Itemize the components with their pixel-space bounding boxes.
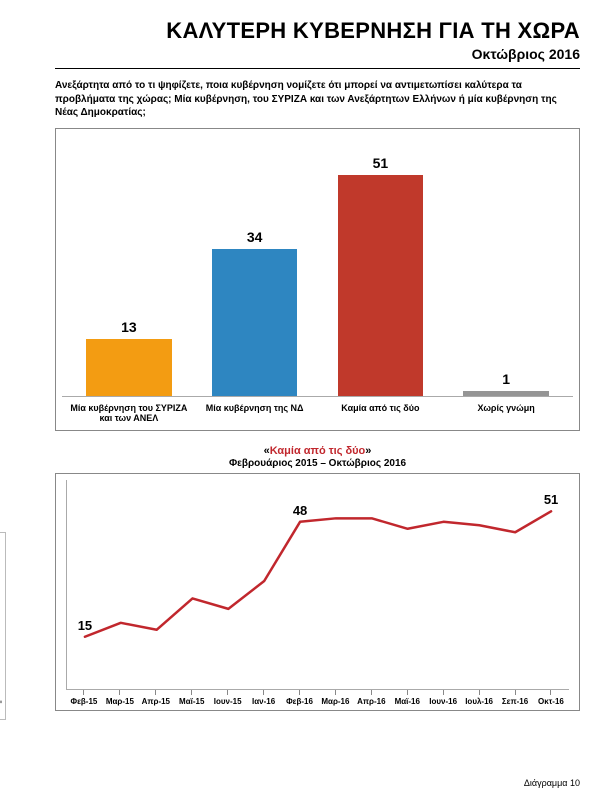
- page-subtitle: Οκτώβριος 2016: [55, 46, 580, 62]
- x-tick-label: Μαρ-16: [317, 697, 353, 706]
- x-tick-mark: [515, 690, 516, 695]
- x-tick-label: Οκτ-16: [533, 697, 569, 706]
- line-title-red: Καμία από τις δύο: [270, 445, 366, 457]
- x-tick-mark: [191, 690, 192, 695]
- line-chart-container: 15 48 51 Φεβ-15Μαρ-15Απρ-15Μαϊ-15Ιουν-15Ια…: [55, 473, 580, 711]
- bar-value-label: 13: [121, 319, 137, 335]
- x-tick-mark: [119, 690, 120, 695]
- bar-chart-plot: 13 34 51 1: [62, 137, 573, 397]
- x-tick-mark: [371, 690, 372, 695]
- x-tick: Οκτ-16: [533, 690, 569, 706]
- x-tick-mark: [227, 690, 228, 695]
- x-tick-mark: [479, 690, 480, 695]
- x-tick-mark: [335, 690, 336, 695]
- x-tick-label: Φεβ-16: [282, 697, 318, 706]
- x-tick-label: Μαϊ-15: [174, 697, 210, 706]
- x-tick: Μαϊ-15: [174, 690, 210, 706]
- x-tick-label: Απρ-15: [138, 697, 174, 706]
- x-tick: Ιαν-16: [246, 690, 282, 706]
- line-path: [85, 511, 551, 636]
- bar-value-label: 51: [373, 155, 389, 171]
- x-tick-label: Μαρ-15: [102, 697, 138, 706]
- x-tick-label: Απρ-16: [353, 697, 389, 706]
- x-tick: Ιουν-16: [425, 690, 461, 706]
- line-title-suffix: »: [365, 445, 371, 457]
- x-tick-label: Φεβ-15: [66, 697, 102, 706]
- bar-rect: [338, 175, 424, 395]
- x-tick-label: Ιουν-16: [425, 697, 461, 706]
- x-tick-mark: [263, 690, 264, 695]
- line-chart-title: «Καμία από τις δύο»: [55, 445, 580, 457]
- bar-category-label: Μία κυβέρνηση του ΣΥΡΙΖΑ και των ΑΝΕΛ: [66, 403, 192, 425]
- x-tick: Σεπ-16: [497, 690, 533, 706]
- line-chart-xticks: Φεβ-15Μαρ-15Απρ-15Μαϊ-15Ιουν-15Ιαν-16Φεβ…: [66, 690, 569, 706]
- page-title: ΚΑΛΥΤΕΡΗ ΚΥΒΕΡΝΗΣΗ ΓΙΑ ΤΗ ΧΩΡΑ: [55, 18, 580, 44]
- x-tick-mark: [550, 690, 551, 695]
- x-tick-mark: [299, 690, 300, 695]
- bar-rect: [212, 249, 298, 396]
- x-tick: Μαϊ-16: [389, 690, 425, 706]
- x-tick-label: Μαϊ-16: [389, 697, 425, 706]
- line-value-label: 48: [293, 503, 307, 518]
- bar-category-label: Χωρίς γνώμη: [443, 403, 569, 425]
- x-tick-mark: [407, 690, 408, 695]
- x-tick-label: Ιαν-16: [246, 697, 282, 706]
- bar-rect: [463, 391, 549, 395]
- x-tick: Ιουλ-16: [461, 690, 497, 706]
- x-tick-mark: [83, 690, 84, 695]
- bar-column: 13: [66, 137, 192, 396]
- bar-rect: [86, 339, 172, 395]
- x-tick-label: Σεπ-16: [497, 697, 533, 706]
- line-value-label: 51: [544, 492, 558, 507]
- x-tick: Φεβ-15: [66, 690, 102, 706]
- line-chart-subtitle: Φεβρουάριος 2015 – Οκτώβριος 2016: [55, 458, 580, 469]
- x-tick: Απρ-16: [353, 690, 389, 706]
- x-tick: Μαρ-15: [102, 690, 138, 706]
- bar-value-label: 34: [247, 229, 263, 245]
- x-tick: Απρ-15: [138, 690, 174, 706]
- bar-column: 1: [443, 137, 569, 396]
- x-tick: Φεβ-16: [282, 690, 318, 706]
- brand-logo: public issue: [0, 532, 6, 720]
- survey-question: Ανεξάρτητα από το τι ψηφίζετε, ποια κυβέ…: [55, 79, 580, 120]
- bar-chart-labels: Μία κυβέρνηση του ΣΥΡΙΖΑ και των ΑΝΕΛΜία…: [62, 397, 573, 427]
- bar-column: 51: [318, 137, 444, 396]
- divider: [55, 68, 580, 69]
- bar-column: 34: [192, 137, 318, 396]
- line-svg: [67, 480, 569, 689]
- x-tick-label: Ιουν-15: [210, 697, 246, 706]
- bar-chart-container: 13 34 51 1 Μία κυβέρνηση του ΣΥΡΙΖΑ και των…: [55, 128, 580, 432]
- bar-category-label: Καμία από τις δύο: [318, 403, 444, 425]
- x-tick: Μαρ-16: [317, 690, 353, 706]
- x-tick-label: Ιουλ-16: [461, 697, 497, 706]
- line-chart-plot: 15 48 51: [66, 480, 569, 690]
- x-tick-mark: [155, 690, 156, 695]
- page-footer: Διάγραμμα 10: [524, 778, 580, 788]
- bar-category-label: Μία κυβέρνηση της ΝΔ: [192, 403, 318, 425]
- bar-value-label: 1: [502, 371, 510, 387]
- line-value-label: 15: [78, 618, 92, 633]
- x-tick: Ιουν-15: [210, 690, 246, 706]
- x-tick-mark: [443, 690, 444, 695]
